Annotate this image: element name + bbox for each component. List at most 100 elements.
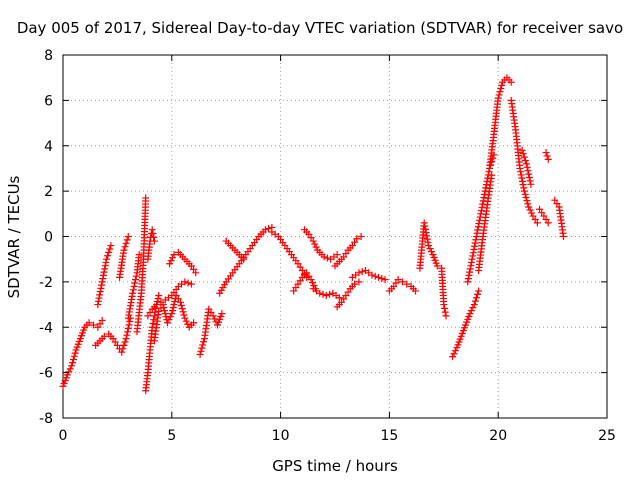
data-point-fill (180, 311, 188, 319)
data-point (351, 280, 359, 288)
data-point-fill (170, 301, 178, 309)
series-track-16 (290, 269, 319, 295)
data-point (412, 287, 420, 295)
series-track-28 (485, 74, 515, 172)
data-point-fill (471, 242, 479, 250)
data-point-fill (518, 174, 526, 182)
data-point-fill (450, 350, 458, 358)
data-point (357, 233, 365, 240)
data-point (192, 269, 200, 277)
data-point-fill (122, 239, 130, 247)
data-point-fill (95, 294, 103, 302)
data-point-fill (378, 274, 386, 282)
data-point-fill (150, 233, 158, 241)
x-tick-label: 5 (167, 428, 176, 444)
data-point (520, 187, 528, 195)
data-point-fill (498, 81, 506, 89)
data-point-fill (523, 163, 531, 171)
data-point-fill (167, 257, 175, 265)
data-point-fill (497, 85, 505, 93)
data-point (425, 242, 433, 250)
data-point (98, 278, 106, 286)
data-point (103, 255, 111, 263)
series-track-04 (116, 233, 132, 281)
series-track-30 (518, 146, 535, 188)
data-point (420, 219, 428, 227)
data-point (442, 312, 450, 320)
data-point-fill (99, 271, 107, 279)
series-track-20 (331, 233, 365, 270)
data-point-fill (472, 236, 480, 244)
x-tick-label: 20 (489, 428, 507, 444)
data-point-fill (121, 243, 129, 251)
data-point (507, 78, 515, 86)
data-point-fill (523, 197, 531, 205)
data-point-fill (517, 171, 525, 179)
data-point-fill (198, 344, 206, 352)
data-point (470, 301, 478, 309)
data-point-fill (130, 282, 138, 290)
data-point-fill (153, 298, 161, 306)
data-point-fill (69, 359, 77, 367)
data-point (355, 269, 363, 277)
data-point (494, 94, 502, 102)
series-track-31 (536, 205, 552, 227)
y-tick-label: 2 (44, 184, 53, 200)
data-point (475, 287, 483, 295)
data-point-fill (94, 297, 102, 305)
data-point-fill (149, 319, 157, 327)
data-point-fill (179, 308, 187, 316)
y-tick-label: -6 (39, 366, 53, 382)
data-point (170, 251, 178, 259)
data-point-fill (169, 304, 177, 312)
data-point-fill (441, 304, 449, 312)
data-point-fill (105, 248, 113, 256)
data-point (335, 294, 343, 302)
data-point-fill (119, 345, 127, 353)
data-point-fill (100, 268, 108, 276)
y-tick-label: 4 (44, 139, 53, 155)
data-point (148, 226, 156, 234)
data-point-fill (521, 190, 529, 198)
data-point-fill (528, 209, 536, 217)
data-point (516, 164, 524, 172)
data-point-fill (466, 268, 474, 276)
data-point-fill (121, 338, 129, 346)
data-point (381, 276, 389, 284)
data-point-fill (517, 168, 525, 176)
data-point-fill (326, 290, 334, 298)
data-point-fill (126, 318, 134, 326)
data-point-fill (124, 324, 132, 332)
data-point-fill (323, 254, 331, 262)
data-point-fill (149, 229, 157, 237)
data-point (322, 291, 330, 299)
data-point-fill (471, 239, 479, 247)
data-point-fill (526, 177, 534, 185)
data-point-fill (70, 352, 78, 360)
data-point-fill (467, 258, 475, 266)
data-point (468, 255, 476, 263)
y-tick-label: -4 (39, 320, 53, 336)
series-track-09 (144, 226, 158, 263)
data-point (150, 237, 158, 245)
data-point-fill (526, 206, 534, 214)
data-point (307, 276, 315, 284)
data-point-fill (519, 181, 527, 189)
data-point (440, 301, 448, 309)
data-point (85, 319, 93, 327)
data-point-fill (161, 307, 169, 315)
series-track-10 (150, 291, 198, 345)
data-point (522, 160, 530, 168)
data-point (209, 312, 217, 320)
data-point (433, 262, 441, 270)
data-point (542, 149, 550, 157)
y-tick-label: -2 (39, 275, 53, 291)
grid (63, 55, 607, 418)
data-point-fill (421, 222, 429, 230)
data-point-fill (65, 368, 73, 376)
data-point-fill (97, 284, 105, 292)
data-point-fill (199, 341, 207, 349)
data-point-fill (469, 252, 477, 260)
data-point (187, 280, 195, 288)
data-point (488, 171, 496, 179)
